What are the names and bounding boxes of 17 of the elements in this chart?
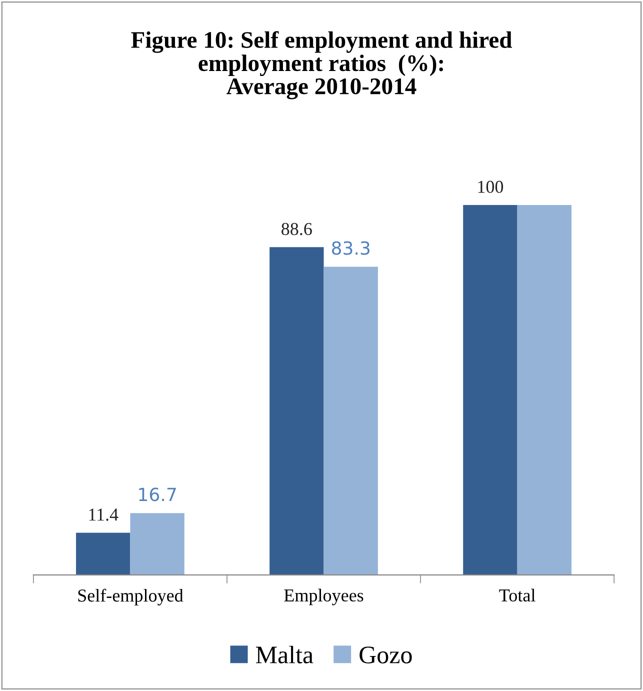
bar: [76, 532, 130, 575]
chart-title: Figure 10: Self employment and hired employment ratios (%): Average 2010-2014: [131, 31, 512, 100]
data-label: 16.7: [139, 488, 176, 502]
x-tick-label: Employees: [284, 588, 364, 606]
bar: [463, 204, 518, 575]
legend-label: Gozo: [360, 646, 412, 664]
x-tick-label: Total: [499, 588, 536, 602]
data-label: 88.6: [282, 222, 312, 236]
data-label: 11.4: [89, 508, 118, 521]
x-tick-label: Self-employed: [78, 588, 184, 606]
bar: [270, 247, 324, 575]
bar: [324, 266, 378, 575]
bar: [517, 204, 572, 575]
bar: [130, 513, 184, 575]
legend-label: Malta: [256, 646, 314, 664]
data-label: 83.3: [332, 241, 370, 255]
data-label: 100: [478, 180, 504, 193]
